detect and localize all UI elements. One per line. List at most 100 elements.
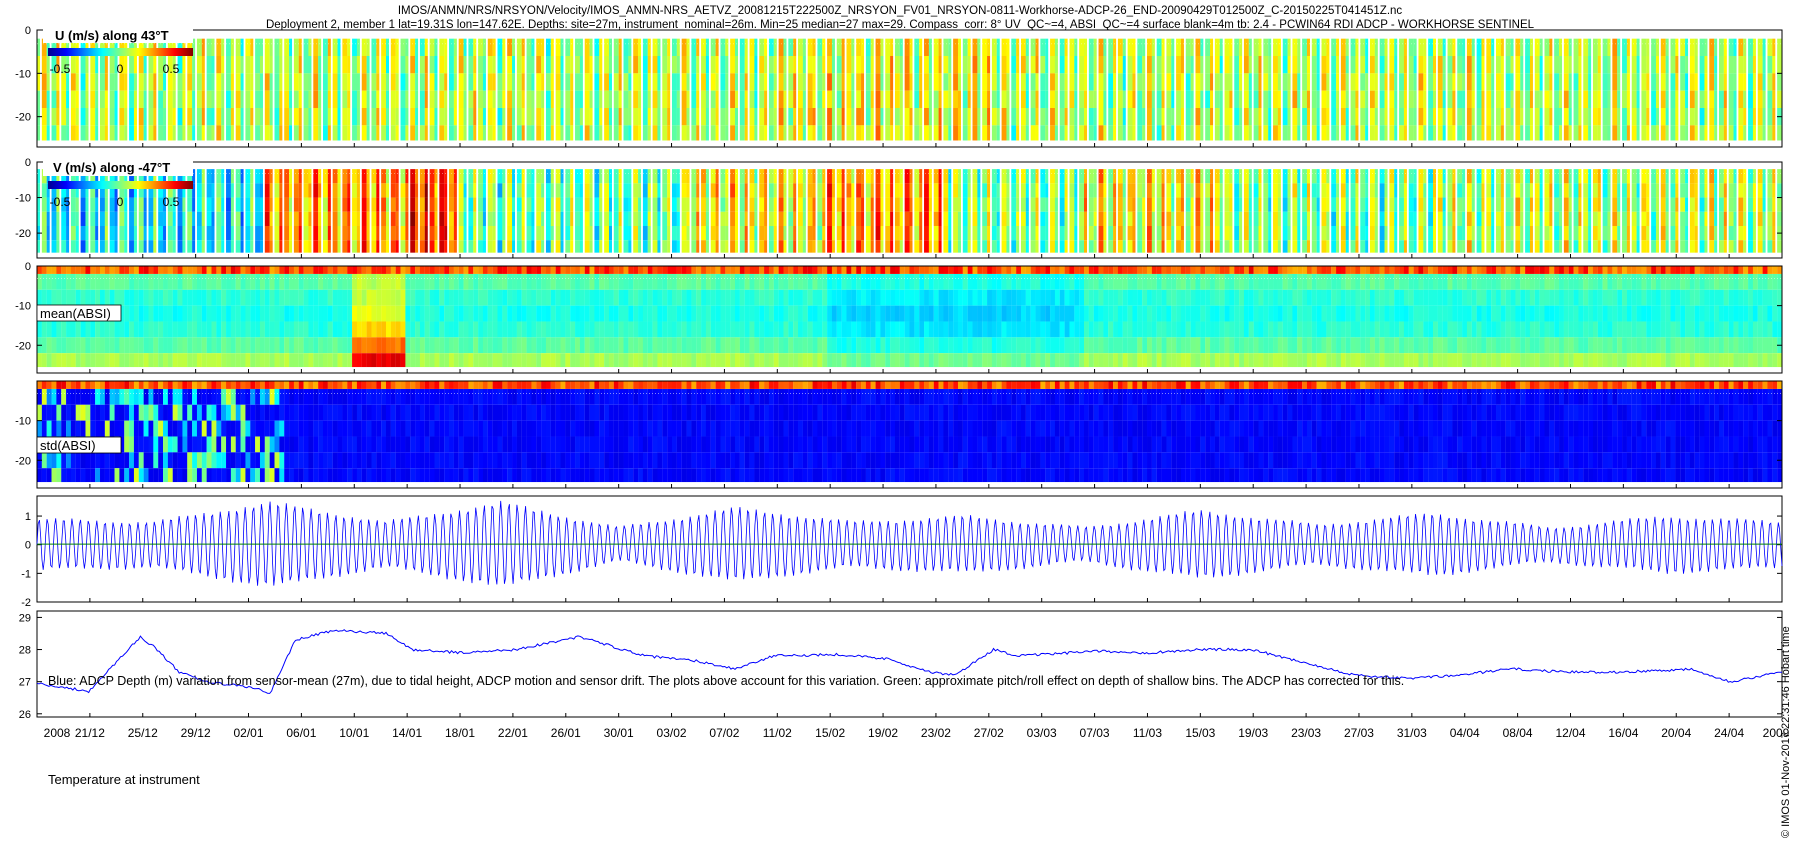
u-cell: [1563, 73, 1569, 91]
u-cell: [739, 90, 745, 108]
u-cell: [1694, 73, 1698, 91]
v-cell: [507, 226, 513, 241]
u-cell: [1176, 125, 1182, 141]
mean-absi-cell: [381, 305, 387, 322]
v-cell: [182, 169, 186, 184]
v-cell: [657, 240, 661, 253]
v-cell: [512, 197, 516, 212]
v-cell: [856, 211, 862, 226]
v-cell: [778, 240, 784, 253]
u-cell: [264, 56, 270, 74]
u-cell: [710, 38, 716, 56]
u-cell: [1069, 56, 1075, 74]
u-cell: [419, 38, 425, 56]
v-cell: [875, 226, 881, 241]
u-cell: [434, 108, 438, 126]
u-cell: [1500, 125, 1504, 141]
v-cell: [1583, 183, 1589, 198]
u-cell: [754, 108, 758, 126]
u-cell: [1248, 125, 1252, 141]
v-cell: [381, 211, 387, 226]
u-cell: [405, 38, 409, 56]
v-cell: [662, 240, 668, 253]
u-cell: [1486, 73, 1492, 91]
u-cell: [1064, 125, 1068, 141]
u-cell: [1525, 38, 1531, 56]
u-cell: [1147, 56, 1152, 74]
u-cell: [482, 38, 486, 56]
v-cell: [289, 226, 293, 241]
v-cell: [1045, 240, 1049, 253]
v-cell: [671, 183, 677, 198]
u-cell: [822, 90, 826, 108]
v-cell: [996, 226, 1000, 241]
u-cell: [890, 38, 894, 56]
u-cell: [1151, 38, 1155, 56]
u-cell: [1079, 108, 1085, 126]
u-cell: [1239, 56, 1243, 74]
mean-absi-cell: [85, 337, 91, 354]
u-cell: [192, 73, 196, 91]
u-cell: [1084, 73, 1088, 91]
mean-absi-cell: [424, 321, 430, 338]
v-cell: [119, 197, 125, 212]
v-cell: [977, 240, 981, 253]
mean-absi-cell: [342, 337, 348, 354]
v-cell: [129, 183, 135, 198]
u-cell: [395, 90, 399, 108]
u-cell: [604, 38, 610, 56]
u-cell: [1190, 90, 1194, 108]
u-cell: [1243, 108, 1249, 126]
u-cell: [1311, 73, 1317, 91]
v-cell: [890, 211, 894, 226]
v-cell: [1161, 183, 1165, 198]
u-cell: [812, 38, 816, 56]
u-cell: [604, 108, 610, 126]
v-cell: [1035, 211, 1039, 226]
v-cell: [259, 226, 263, 241]
v-cell: [1016, 226, 1020, 241]
v-cell: [977, 183, 981, 198]
u-cell: [536, 90, 542, 108]
u-cell: [904, 108, 910, 126]
v-cell: [415, 169, 419, 184]
v-cell: [778, 183, 784, 198]
u-cell: [1384, 56, 1388, 74]
v-cell: [1389, 183, 1395, 198]
v-cell: [701, 197, 707, 212]
v-cell: [386, 211, 390, 226]
v-cell: [449, 169, 454, 184]
u-cell: [163, 73, 167, 91]
u-cell: [143, 38, 147, 56]
u-cell: [1069, 125, 1075, 141]
v-cell: [1006, 211, 1010, 226]
u-cell: [507, 125, 513, 141]
u-cell: [293, 73, 299, 91]
v-cell: [545, 183, 551, 198]
mean-absi-cell: [264, 353, 270, 368]
v-cell: [1578, 169, 1582, 184]
v-cell: [279, 226, 283, 241]
mean-absi-cell: [352, 337, 358, 354]
v-cell: [1704, 226, 1708, 241]
u-cell: [56, 73, 60, 91]
mean-absi-cell: [119, 337, 125, 354]
v-cell: [85, 211, 89, 226]
mean-absi-cell: [279, 273, 285, 290]
u-cell: [1559, 38, 1563, 56]
v-cell: [541, 183, 545, 198]
v-cell: [1520, 197, 1524, 212]
v-cell: [158, 226, 164, 241]
v-cell: [1728, 211, 1734, 226]
mean-absi-cell: [129, 353, 135, 368]
v-cell: [1350, 226, 1356, 241]
v-cell: [1229, 183, 1233, 198]
u-cell: [521, 38, 525, 56]
v-cell: [759, 240, 765, 253]
u-cell: [880, 73, 884, 91]
v-cell: [1466, 211, 1472, 226]
mean-absi-cell: [177, 273, 183, 290]
u-cell: [1171, 108, 1175, 126]
u-cell: [1486, 125, 1492, 141]
u-cell: [1374, 90, 1378, 108]
